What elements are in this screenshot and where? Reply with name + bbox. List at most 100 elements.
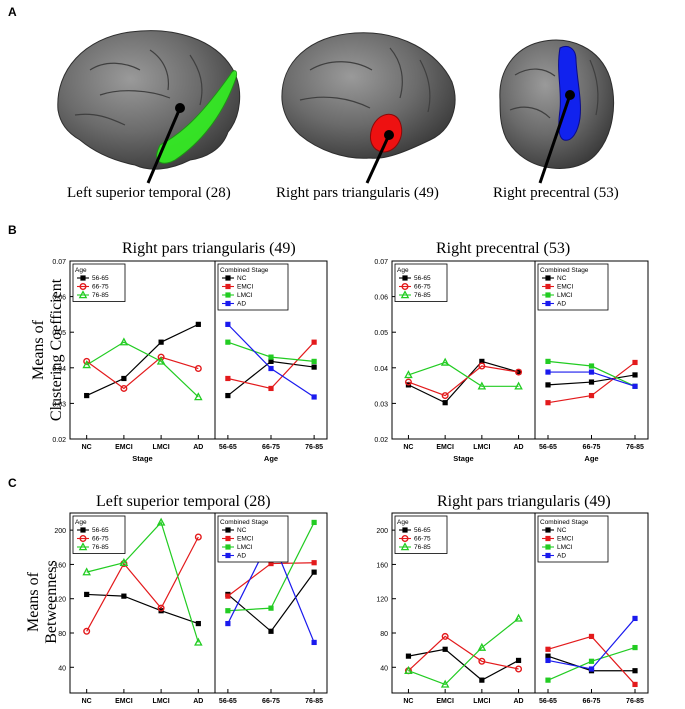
data-point	[632, 359, 638, 366]
legend-entry: LMCI	[557, 292, 573, 299]
data-point	[479, 358, 485, 364]
data-point	[404, 667, 412, 675]
series-line	[547, 618, 636, 670]
brain-right-precentral	[499, 39, 615, 184]
legend-entry: 56-65	[414, 527, 431, 534]
y-tick-label: 40	[380, 665, 388, 672]
data-point	[268, 358, 274, 364]
brain-caption-right-precentral: Right precentral (53)	[493, 185, 619, 201]
y-tick-label: 0.03	[374, 401, 388, 408]
series-line	[547, 360, 636, 387]
data-point	[311, 394, 317, 400]
series-line	[408, 361, 519, 387]
legend-entry: 66-75	[414, 284, 431, 291]
data-point	[588, 666, 595, 672]
data-point	[225, 339, 231, 345]
series-line	[86, 521, 199, 643]
legend-entry: AD	[557, 553, 566, 560]
legend-entry: 66-75	[414, 536, 431, 543]
legend-box	[394, 515, 448, 554]
chart-title-b-right: Right precentral (53)	[436, 240, 571, 257]
plot-frame	[69, 260, 328, 440]
legend-swatch-marker	[78, 542, 88, 551]
data-point	[545, 358, 551, 364]
legend-entry: NC	[557, 527, 567, 534]
x-tick-label: EMCI	[436, 698, 454, 705]
row-b-y-axis-label-line2: Clustering Coefficient	[48, 278, 65, 422]
data-point	[225, 593, 231, 599]
data-point	[405, 653, 412, 659]
data-point	[268, 365, 274, 372]
legend-entry: AD	[237, 553, 246, 560]
legend-swatch-marker	[78, 290, 88, 299]
row-c-y-axis-label: Means of Betweenness	[25, 512, 61, 692]
data-point	[158, 608, 164, 614]
x-tick-label: LMCI	[153, 444, 170, 451]
legend-box	[72, 515, 126, 554]
series-line	[547, 371, 636, 387]
legend-swatch-marker	[400, 290, 410, 299]
series-line	[547, 374, 636, 386]
series-line	[227, 341, 315, 390]
chart-title-b-left: Right pars triangularis (49)	[122, 240, 296, 257]
panel-label-c: C	[8, 476, 17, 490]
legend-swatch-marker	[80, 275, 86, 281]
legend-entry: NC	[237, 275, 247, 282]
legend-entry: EMCI	[557, 284, 573, 291]
legend-entry: AD	[237, 301, 246, 308]
y-tick-label: 80	[380, 631, 388, 638]
series-line	[227, 360, 315, 397]
x-tick-label: 56-65	[539, 444, 557, 451]
series-line	[547, 646, 636, 681]
x-axis-label: Age	[264, 454, 278, 463]
data-point	[404, 665, 413, 674]
data-point	[225, 591, 231, 598]
x-tick-label: LMCI	[153, 698, 170, 705]
data-point	[311, 560, 317, 566]
legend-title: Age	[75, 519, 87, 526]
data-point	[632, 383, 638, 389]
series-line	[408, 617, 519, 686]
series-line	[547, 655, 636, 672]
legend-entry: EMCI	[557, 536, 573, 543]
data-point	[225, 375, 231, 382]
series-line	[86, 323, 199, 397]
data-point	[119, 337, 129, 346]
data-point	[515, 665, 523, 673]
chart-group-3: 4080120160200NCEMCILMCIADStageAge56-6566…	[376, 512, 649, 709]
y-tick-label: 0.07	[374, 259, 388, 266]
x-tick-label: AD	[513, 444, 523, 451]
data-point	[545, 653, 551, 659]
y-tick-label: 0.06	[374, 295, 388, 302]
plot-frame	[391, 260, 649, 440]
data-point	[195, 321, 201, 327]
data-point	[441, 632, 449, 640]
legend-swatch-marker	[225, 552, 231, 559]
legend-title: Combined Stage	[540, 267, 589, 274]
data-point	[84, 392, 90, 399]
series-line	[86, 536, 199, 632]
data-point	[225, 321, 231, 327]
legend-title: Combined Stage	[220, 267, 269, 274]
data-point	[311, 639, 317, 646]
panel-label-a: A	[8, 5, 17, 19]
row-b-y-axis-label: Means of Clustering Coefficient	[30, 260, 66, 440]
data-point	[478, 657, 486, 665]
data-point	[156, 356, 166, 365]
x-tick-label: 76-85	[626, 444, 644, 451]
data-point	[545, 400, 551, 406]
data-point	[514, 381, 523, 390]
data-point	[632, 383, 638, 389]
data-point	[404, 370, 413, 379]
series-line	[227, 571, 315, 633]
brain-caption-left-superior-temporal: Left superior temporal (28)	[67, 185, 231, 201]
legend-box	[72, 263, 126, 302]
legend-entry: 56-65	[92, 527, 109, 534]
legend-swatch-marker	[545, 283, 551, 290]
legend-swatch-marker	[545, 527, 551, 533]
data-point	[588, 363, 595, 369]
series-line	[86, 593, 199, 625]
data-point	[311, 358, 317, 364]
legend-entry: AD	[557, 301, 566, 308]
legend-entry: 56-65	[92, 275, 109, 282]
